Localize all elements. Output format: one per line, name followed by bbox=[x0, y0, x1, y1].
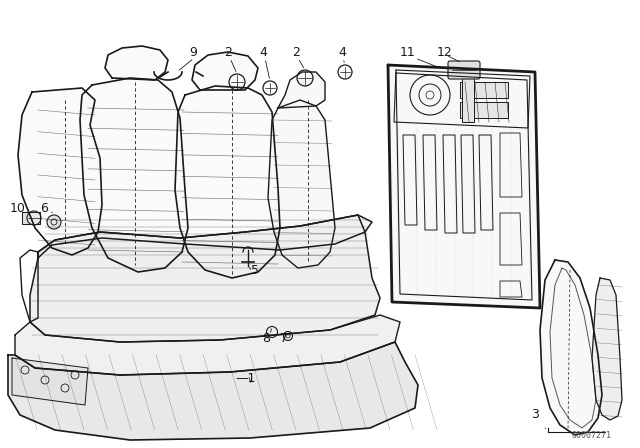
Text: 6: 6 bbox=[40, 202, 48, 215]
Text: 8: 8 bbox=[262, 332, 270, 345]
Text: 12: 12 bbox=[437, 46, 453, 59]
Bar bbox=[462, 76, 474, 122]
Polygon shape bbox=[80, 78, 188, 272]
Text: 3: 3 bbox=[531, 409, 539, 422]
Polygon shape bbox=[268, 100, 335, 268]
Text: 9: 9 bbox=[189, 46, 197, 59]
Text: 11: 11 bbox=[400, 46, 416, 59]
Polygon shape bbox=[540, 260, 602, 435]
Circle shape bbox=[27, 211, 41, 225]
Polygon shape bbox=[15, 315, 400, 375]
Polygon shape bbox=[175, 86, 280, 278]
Text: 00007271: 00007271 bbox=[572, 431, 612, 440]
Text: 2: 2 bbox=[224, 46, 232, 59]
Polygon shape bbox=[18, 88, 102, 255]
Polygon shape bbox=[105, 46, 168, 80]
Polygon shape bbox=[30, 215, 380, 342]
FancyBboxPatch shape bbox=[448, 61, 480, 79]
Text: 2: 2 bbox=[292, 46, 300, 59]
Polygon shape bbox=[592, 278, 622, 420]
Text: 10: 10 bbox=[10, 202, 26, 215]
Polygon shape bbox=[278, 72, 325, 108]
Polygon shape bbox=[192, 52, 258, 90]
Text: 4: 4 bbox=[259, 46, 267, 59]
Polygon shape bbox=[8, 342, 418, 440]
Bar bbox=[460, 82, 508, 98]
Bar bbox=[460, 102, 508, 118]
Text: 7: 7 bbox=[280, 332, 288, 345]
Polygon shape bbox=[12, 358, 88, 405]
Circle shape bbox=[47, 215, 61, 229]
Polygon shape bbox=[38, 215, 372, 258]
Polygon shape bbox=[22, 212, 40, 224]
Polygon shape bbox=[388, 65, 540, 308]
Text: 5: 5 bbox=[251, 263, 259, 276]
Text: 4: 4 bbox=[338, 46, 346, 59]
Text: —1: —1 bbox=[236, 371, 256, 384]
